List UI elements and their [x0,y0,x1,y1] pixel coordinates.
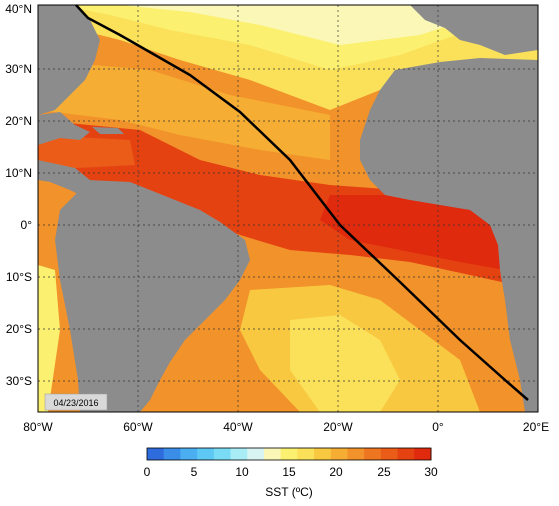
ocean-subtropical-north [38,60,330,160]
colorbar-tick-label: 0 [144,465,151,479]
colorbar [147,448,432,460]
colorbar-segment [414,448,432,460]
gridlines [38,5,538,412]
colorbar-tick-label: 5 [191,465,198,479]
lat-tick-label: 30°S [6,374,32,388]
ocean-gulf-guinea-hot [320,195,505,270]
colorbar-segment [314,448,332,460]
colorbar-tick-label: 30 [424,465,438,479]
colorbar-segment [247,448,265,460]
lon-tick-label: 20°W [323,420,353,434]
lat-tick-label: 20°N [5,114,32,128]
colorbar-tick-label: 15 [282,465,296,479]
lat-tick-label: 30°N [5,62,32,76]
lat-tick-label: 0° [21,218,33,232]
lat-tick-label: 10°N [5,166,32,180]
map-border [37,4,539,413]
land-cuba [92,127,124,134]
colorbar-segment [180,448,198,460]
map-area [38,5,538,412]
lon-tick-labels: 80°W 60°W 40°W 20°W 0° 20°E [23,420,549,434]
colorbar-segment [347,448,365,460]
colorbar-segment [380,448,399,460]
land-africa [360,58,538,412]
ocean-caribbean-hot [38,135,135,170]
lon-tick-label: 0° [432,420,444,434]
colorbar-segment [263,448,282,460]
colorbar-tick-labels: 0 5 10 15 20 25 30 [144,465,438,479]
colorbar-segment [147,448,165,460]
date-stamp: 04/23/2016 [53,398,98,408]
date-stamp-box: 04/23/2016 [44,393,108,411]
lat-tick-labels: 40°N 30°N 20°N 10°N 0° 10°S 20°S 30°S [5,2,32,388]
colorbar-tick-label: 20 [329,465,343,479]
colorbar-tick-label: 25 [377,465,391,479]
colorbar-segment [397,448,415,460]
colorbar-tick-label: 10 [235,465,249,479]
colorbar-segment [163,448,181,460]
lat-tick-label: 20°S [6,322,32,336]
colorbar-segment [230,448,248,460]
land-central-america [38,112,90,145]
lon-tick-label: 80°W [23,420,53,434]
lon-tick-label: 20°E [523,420,549,434]
colorbar-segment [213,448,232,460]
colorbar-border [146,447,432,461]
lat-tick-label: 40°N [5,2,32,16]
colorbar-title: SST (ºC) [265,485,313,499]
colorbar-segment [197,448,215,460]
colorbar-segment [280,448,298,460]
ship-track-line [75,4,529,401]
land-north-america [38,5,100,115]
colorbar-segment [364,448,382,460]
land-europe [410,5,538,55]
ocean-pacific-cool [38,265,60,412]
lon-tick-label: 60°W [123,420,153,434]
ocean-cooler-south [290,315,400,412]
lat-tick-label: 10°S [6,270,32,284]
lon-tick-label: 40°W [223,420,253,434]
colorbar-segment [330,448,348,460]
land-south-america [55,180,250,412]
colorbar-segment [297,448,315,460]
